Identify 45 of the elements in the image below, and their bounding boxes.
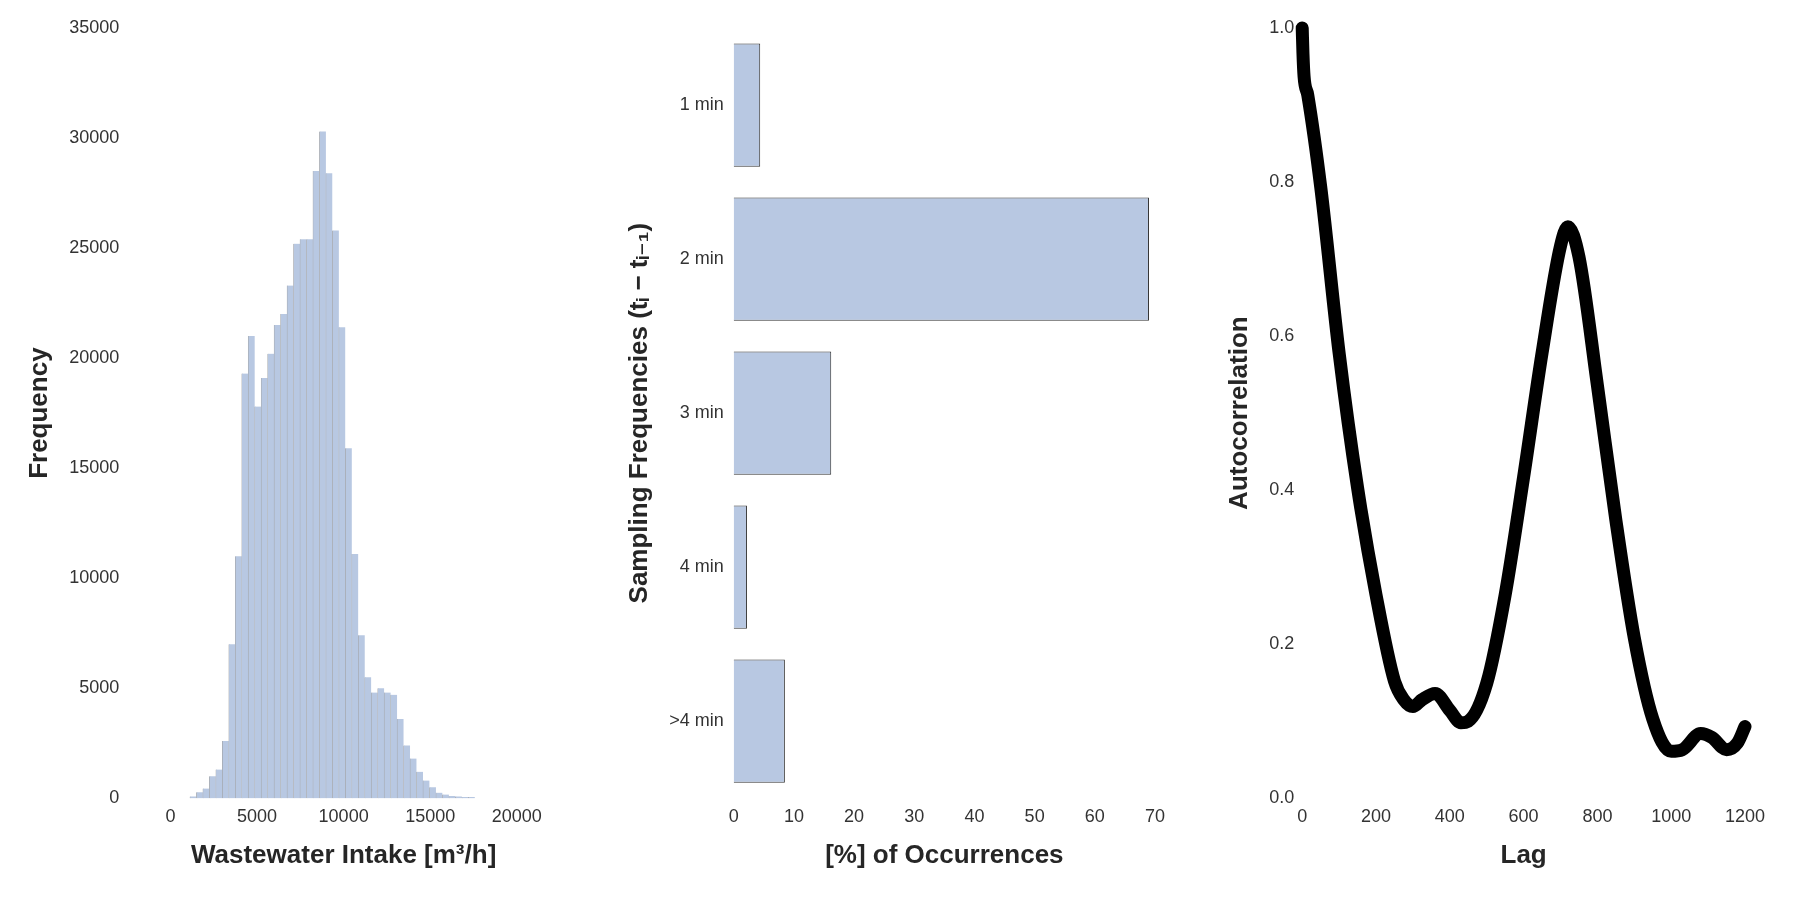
x-tick-label: 10000	[318, 805, 369, 826]
y-tick-label: 35000	[69, 16, 120, 37]
x-tick-label: 20000	[491, 805, 542, 826]
y-axis-title: Autocorrelation	[1222, 316, 1253, 510]
y-axis-title: Sampling Frequencies (tᵢ − tᵢ₋₁)	[622, 222, 653, 604]
y-tick-label: 0.8	[1269, 171, 1295, 192]
y-tick-label: 15000	[69, 457, 120, 478]
x-tick-label: 5000	[237, 805, 278, 826]
y-tick-label: 4 min	[679, 556, 724, 577]
x-tick-label: 800	[1582, 805, 1613, 826]
x-axis-title: [%] of Occurrences	[825, 838, 1064, 869]
x-tick-label: 30	[904, 805, 925, 826]
x-tick-label: 200	[1361, 805, 1392, 826]
x-tick-label: 60	[1084, 805, 1105, 826]
x-tick-label: 10	[783, 805, 804, 826]
x-tick-label: 70	[1144, 805, 1166, 826]
x-tick-label: 400	[1434, 805, 1465, 826]
y-tick-label: >4 min	[669, 710, 724, 731]
y-tick-label: 0.0	[1269, 787, 1295, 808]
x-tick-label: 1200	[1724, 805, 1766, 826]
y-tick-label: 1 min	[679, 93, 724, 114]
x-tick-label: 20	[844, 805, 865, 826]
y-tick-label: 30000	[69, 127, 120, 147]
x-tick-label: 15000	[405, 805, 456, 826]
x-tick-label: 0	[728, 805, 739, 826]
x-axis-title: Lag	[1500, 838, 1547, 869]
x-tick-label: 600	[1508, 805, 1539, 826]
y-tick-label: 2 min	[679, 248, 724, 269]
x-tick-label: 0	[165, 805, 176, 826]
y-tick-label: 20000	[69, 347, 120, 368]
y-tick-label: 1.0	[1269, 16, 1295, 37]
y-axis-title: Frequency	[22, 346, 53, 479]
y-tick-label: 0.2	[1269, 633, 1295, 654]
x-axis-title: Wastewater Intake [m³/h]	[190, 838, 497, 869]
y-tick-label: 3 min	[679, 402, 724, 423]
y-tick-label: 5000	[79, 677, 120, 698]
y-tick-label: 0.4	[1269, 479, 1295, 500]
x-tick-label: 50	[1024, 805, 1045, 826]
y-tick-label: 10000	[69, 567, 120, 588]
x-tick-label: 40	[964, 805, 985, 826]
y-tick-label: 0	[109, 787, 120, 808]
y-tick-label: 25000	[69, 237, 120, 258]
x-tick-label: 0	[1297, 805, 1308, 826]
x-tick-label: 1000	[1651, 805, 1692, 826]
y-tick-label: 0.6	[1269, 325, 1295, 346]
